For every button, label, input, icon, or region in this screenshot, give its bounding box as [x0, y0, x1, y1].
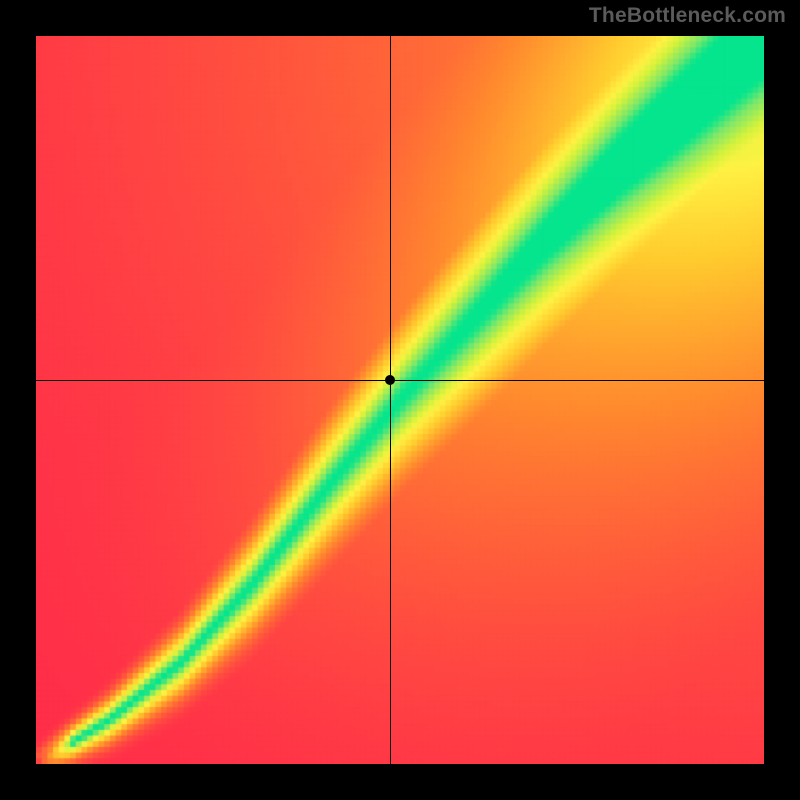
chart-container: TheBottleneck.com — [0, 0, 800, 800]
watermark-text: TheBottleneck.com — [589, 4, 786, 28]
crosshair-vertical — [390, 36, 391, 764]
crosshair-marker-dot — [385, 375, 395, 385]
crosshair-horizontal — [36, 380, 764, 381]
bottleneck-heatmap — [36, 36, 764, 764]
